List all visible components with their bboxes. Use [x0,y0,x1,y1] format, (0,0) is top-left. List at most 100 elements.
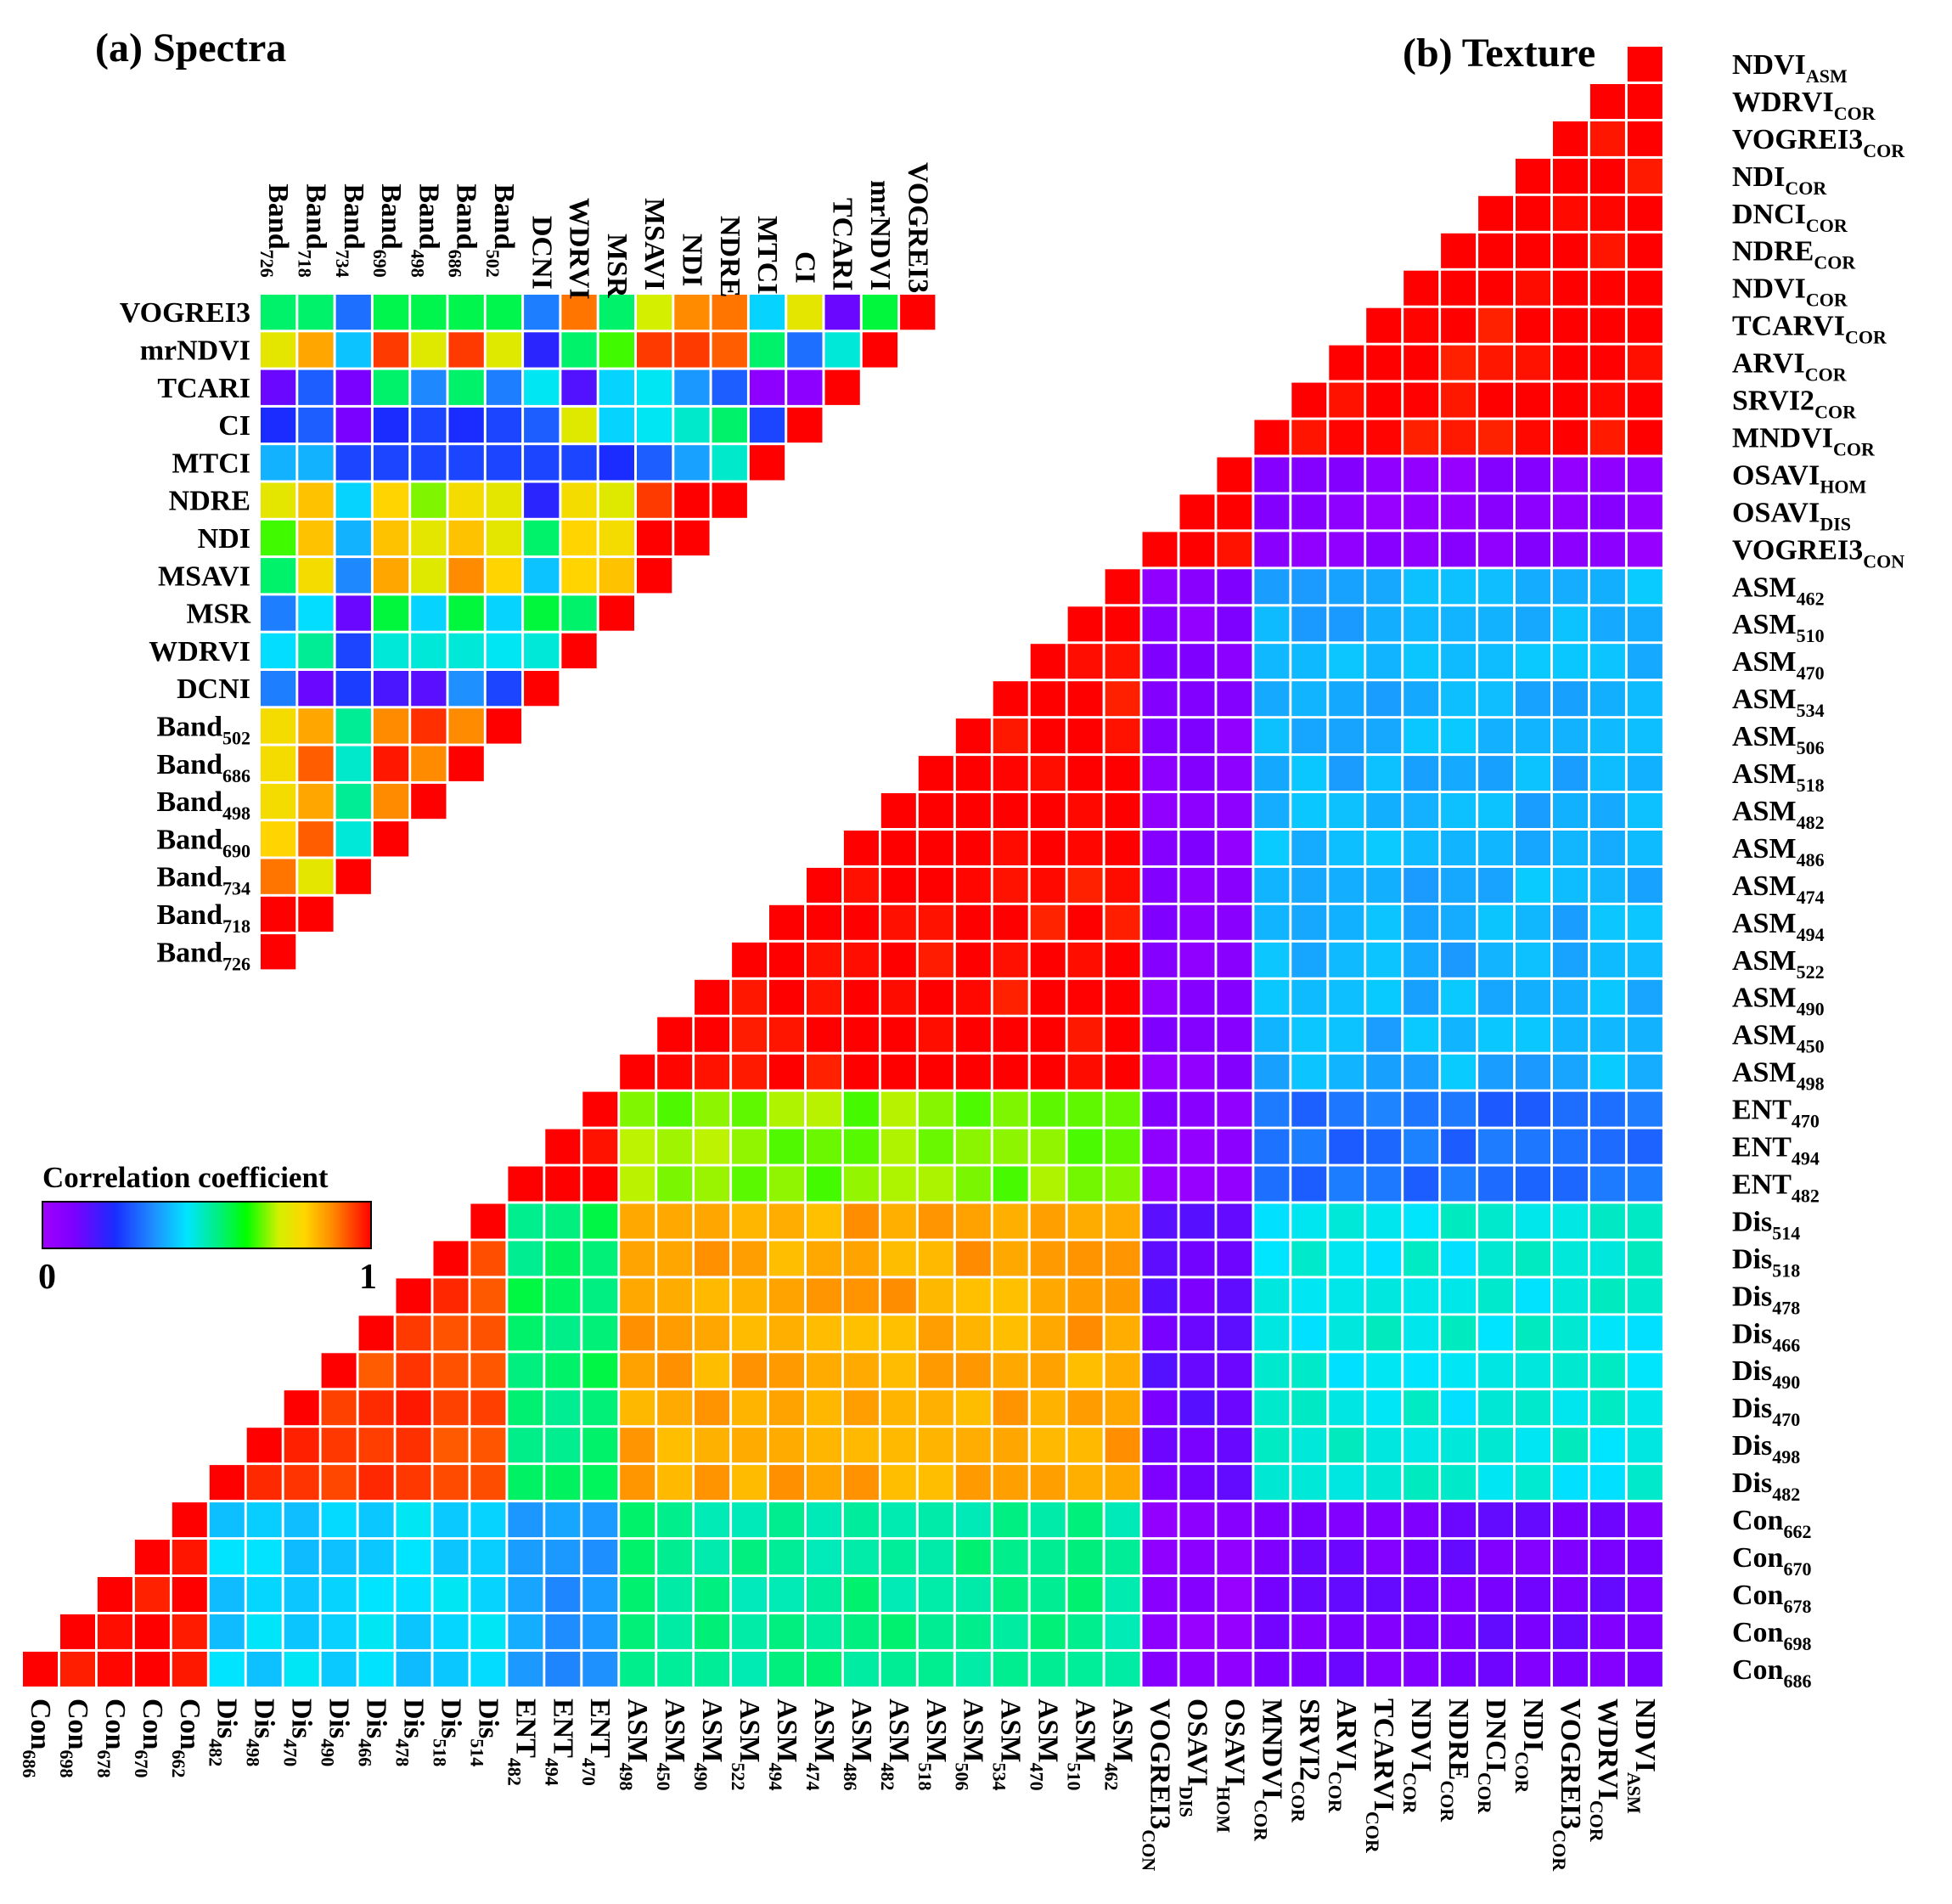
texture-cell-asm-498-asm-462 [1105,1054,1140,1090]
texture-cell-asm-498-osavi-hom [1217,1054,1252,1090]
texture-cell-con-662-asm-462 [1105,1502,1140,1538]
texture-cell-con-678-vogrei3-con [1142,1577,1178,1612]
texture-cell-con-662-con-662 [172,1502,207,1538]
texture-row-label-asm-470: ASM470 [1732,646,1825,684]
texture-cell-con-678-ent-482 [508,1577,543,1612]
texture-cell-asm-450-asm-506 [955,1017,991,1052]
texture-cell-wdrvi-cor-wdrvi-cor [1589,84,1625,119]
texture-cell-dis-470-asm-486 [843,1390,879,1426]
texture-col-label-ent-494: ENT494 [541,1698,578,1786]
texture-cell-asm-534-asm-470 [1030,681,1066,717]
texture-cell-ent-482-ndi-cor [1516,1166,1550,1202]
texture-cell-asm-482-asm-470 [1030,793,1066,828]
spectra-cell-band-498-band-690 [373,783,409,820]
texture-cell-con-662-ent-494 [545,1502,581,1538]
texture-cell-dis-470-ndvi-asm [1627,1390,1662,1426]
texture-cell-con-678-asm-522 [732,1577,768,1612]
texture-cell-dis-498-asm-490 [695,1428,730,1463]
texture-cell-dis-514-asm-470 [1030,1203,1066,1239]
texture-cell-dis-466-asm-510 [1067,1315,1103,1351]
texture-cell-dis-518-asm-534 [993,1241,1028,1276]
texture-cell-con-686-ndvi-asm [1627,1651,1662,1687]
texture-cell-dis-498-srvi2-cor [1291,1428,1327,1463]
texture-cell-mndvi-cor-ndre-cor [1441,420,1477,455]
texture-col-label-ndre-cor: NDRECOR [1437,1698,1474,1822]
texture-cell-asm-450-ndvi-cor [1404,1017,1439,1052]
texture-cell-ndvi-cor-vogrei3-cor [1553,270,1588,306]
texture-cell-asm-534-ndre-cor [1441,681,1477,717]
spectra-cell-vogrei3-band-686 [448,295,484,330]
texture-cell-osavi-dis-mndvi-cor [1254,494,1290,530]
texture-cell-asm-490-ndvi-asm [1627,979,1662,1015]
texture-cell-vogrei3-con-ndvi-cor [1404,532,1439,567]
texture-cell-dis-518-asm-470 [1030,1241,1066,1276]
texture-cell-asm-522-asm-486 [843,942,879,977]
spectra-cell-dcni-band-690 [373,671,409,707]
spectra-col-label-mrndvi: mrNDVI [864,180,896,290]
texture-cell-con-686-wdrvi-cor [1589,1651,1625,1687]
texture-cell-dis-478-asm-482 [880,1278,916,1314]
texture-cell-ent-482-asm-470 [1030,1166,1066,1202]
texture-cell-con-678-asm-506 [955,1577,991,1612]
texture-cell-asm-518-vogrei3-cor [1553,756,1588,791]
texture-cell-asm-474-asm-462 [1105,867,1140,903]
texture-cell-dis-490-asm-482 [880,1353,916,1389]
texture-cell-dis-490-asm-510 [1067,1353,1103,1389]
texture-cell-asm-506-ndi-cor [1516,718,1550,754]
texture-cell-dis-518-asm-474 [807,1241,841,1276]
texture-cell-dis-478-vogrei3-cor [1553,1278,1588,1314]
texture-cell-ent-494-mndvi-cor [1254,1129,1290,1164]
texture-cell-asm-518-asm-510 [1067,756,1103,791]
spectra-cell-mrndvi-ndi [674,332,710,368]
texture-cell-dis-518-asm-510 [1067,1241,1103,1276]
texture-cell-ent-470-asm-462 [1105,1091,1140,1127]
texture-cell-dis-470-tcarvi-cor [1366,1390,1402,1426]
texture-cell-dis-482-asm-522 [732,1465,768,1501]
spectra-cell-ci-ci [787,407,823,443]
texture-cell-asm-474-arvi-cor [1329,867,1364,903]
texture-cell-dis-482-asm-498 [620,1465,655,1501]
texture-cell-asm-450-osavi-hom [1217,1017,1252,1052]
texture-cell-dis-514-asm-482 [880,1203,916,1239]
texture-cell-con-662-osavi-dis [1179,1502,1215,1538]
texture-cell-asm-486-asm-518 [918,831,953,865]
texture-cell-dis-478-ent-470 [582,1278,618,1314]
texture-cell-dis-466-asm-450 [657,1315,693,1351]
texture-cell-dnci-cor-wdrvi-cor [1589,195,1625,231]
texture-cell-vogrei3-con-dnci-cor [1478,532,1514,567]
texture-cell-asm-510-asm-462 [1105,606,1140,642]
texture-cell-con-686-osavi-dis [1179,1651,1215,1687]
texture-cell-con-698-ndre-cor [1441,1614,1477,1649]
texture-cell-con-670-asm-506 [955,1540,991,1574]
texture-cell-con-662-vogrei3-cor [1553,1502,1588,1538]
texture-cell-asm-494-ndi-cor [1516,904,1550,940]
texture-cell-osavi-hom-ndi-cor [1516,457,1550,493]
texture-cell-arvi-cor-wdrvi-cor [1589,345,1625,380]
texture-cell-mndvi-cor-ndvi-cor [1404,420,1439,455]
texture-cell-dis-470-asm-534 [993,1390,1028,1426]
texture-cell-asm-450-asm-462 [1105,1017,1140,1052]
texture-cell-con-698-ndi-cor [1516,1614,1550,1649]
texture-cell-asm-486-ndvi-asm [1627,831,1662,865]
texture-cell-dis-498-asm-486 [843,1428,879,1463]
texture-cell-srvi2-cor-vogrei3-cor [1553,382,1588,418]
texture-cell-vogrei3-cor-wdrvi-cor [1589,121,1625,156]
texture-cell-ent-470-arvi-cor [1329,1091,1364,1127]
texture-cell-con-698-asm-506 [955,1614,991,1649]
texture-cell-con-670-asm-498 [620,1540,655,1574]
texture-cell-srvi2-cor-dnci-cor [1478,382,1514,418]
texture-cell-mndvi-cor-dnci-cor [1478,420,1514,455]
texture-cell-con-670-dis-498 [246,1540,282,1574]
texture-cell-con-678-asm-534 [993,1577,1028,1612]
texture-cell-osavi-dis-osavi-hom [1217,494,1252,530]
texture-cell-asm-494-asm-534 [993,904,1028,940]
spectra-cell-ndi-wdrvi [561,520,597,556]
texture-cell-osavi-hom-ndre-cor [1441,457,1477,493]
texture-cell-asm-534-ndvi-asm [1627,681,1662,717]
texture-cell-asm-474-mndvi-cor [1254,867,1290,903]
texture-cell-asm-490-asm-506 [955,979,991,1015]
texture-cell-dis-470-dis-490 [321,1390,357,1426]
texture-cell-arvi-cor-ndi-cor [1516,345,1550,380]
texture-cell-asm-534-asm-510 [1067,681,1103,717]
texture-cell-asm-510-osavi-hom [1217,606,1252,642]
